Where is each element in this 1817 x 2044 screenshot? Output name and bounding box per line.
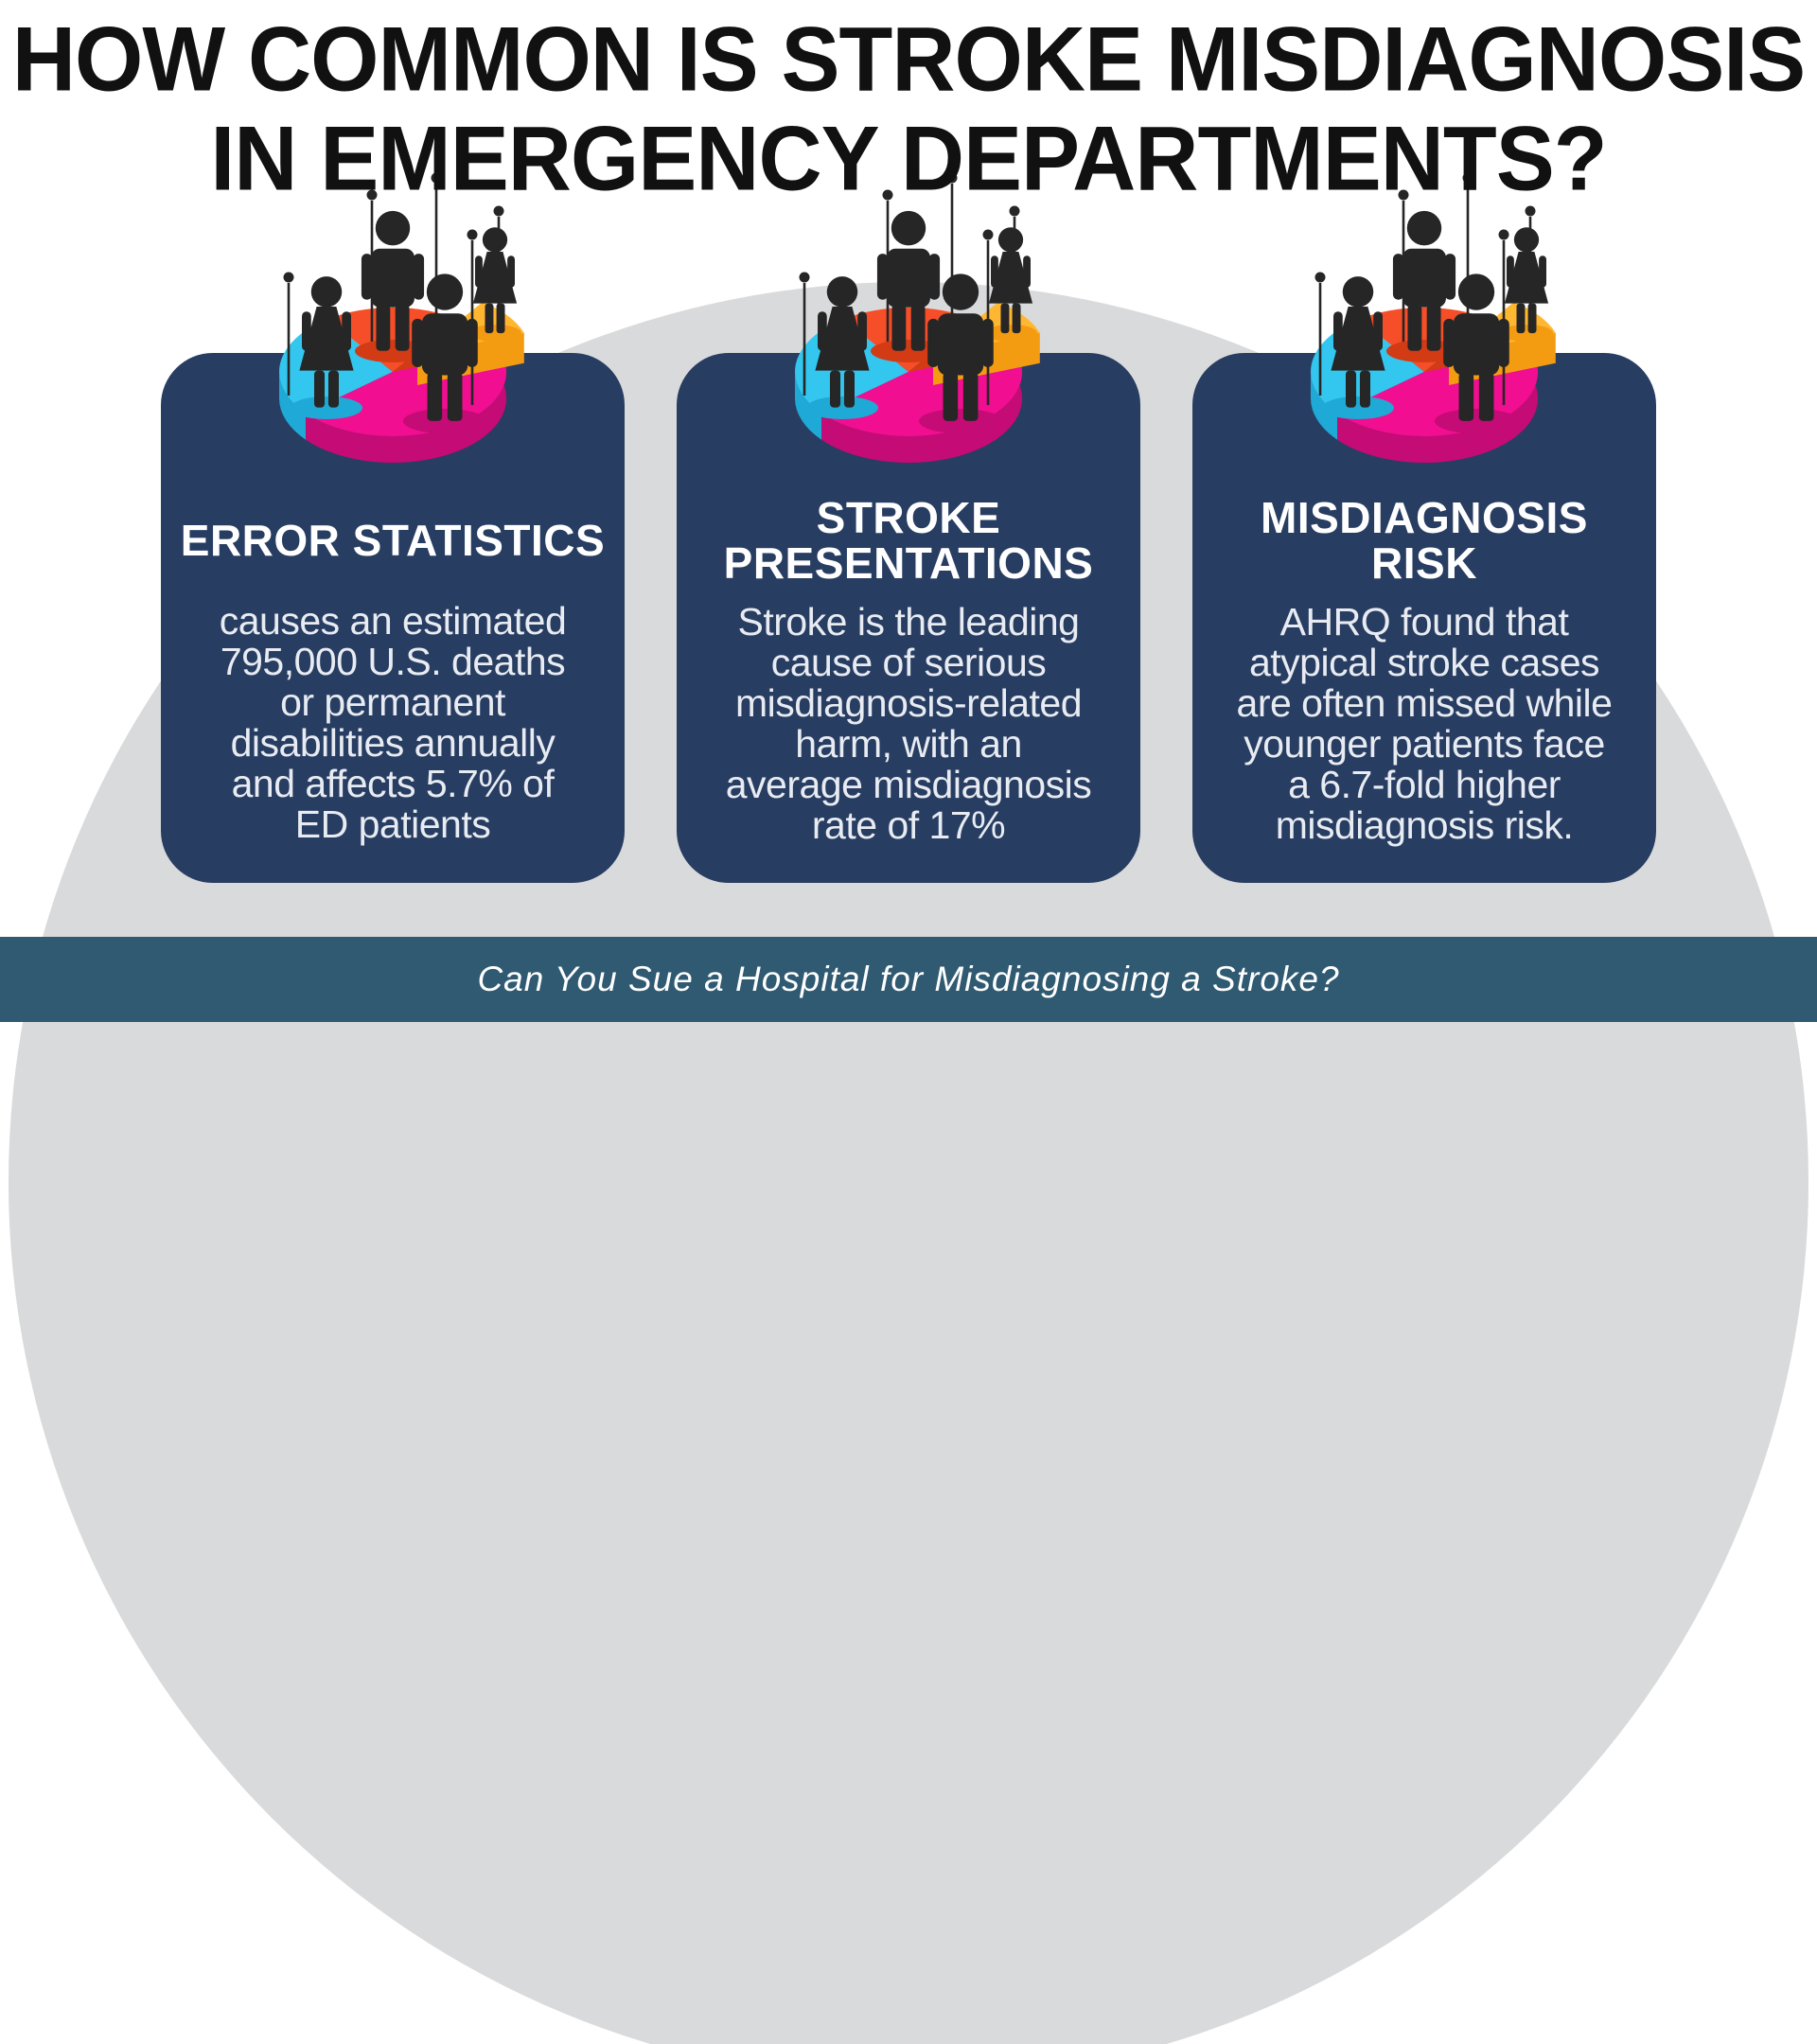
card-error-statistics: ERROR STATISTICS causes an estimated 795… bbox=[161, 353, 625, 883]
card-heading: MISDIAGNOSIS RISK bbox=[1261, 493, 1588, 589]
pie-chart-people-illustration bbox=[241, 168, 544, 490]
card-body-text: Stroke is the leading cause of serious m… bbox=[725, 599, 1092, 847]
card-misdiagnosis-risk: MISDIAGNOSIS RISK AHRQ found that atypic… bbox=[1192, 353, 1656, 883]
card-heading: STROKE PRESENTATIONS bbox=[723, 493, 1094, 589]
footer-question-text: Can You Sue a Hospital for Misdiagnosing… bbox=[477, 960, 1340, 998]
infographic-canvas: { "title": { "line1": "HOW COMMON IS STR… bbox=[0, 7, 1817, 2044]
card-stroke-presentations: STROKE PRESENTATIONS Stroke is the leadi… bbox=[677, 353, 1140, 883]
page-title: HOW COMMON IS STROKE MISDIAGNOSIS IN EME… bbox=[0, 7, 1817, 210]
pie-chart-people-illustration bbox=[1273, 168, 1576, 490]
page-title-line-2: IN EMERGENCY DEPARTMENTS? bbox=[210, 106, 1607, 210]
footer-bar: Can You Sue a Hospital for Misdiagnosing… bbox=[0, 937, 1817, 1022]
card-body-text: AHRQ found that atypical stroke cases ar… bbox=[1236, 599, 1613, 847]
card-heading: ERROR STATISTICS bbox=[180, 515, 606, 565]
card-body-text: causes an estimated 795,000 U.S. deaths … bbox=[219, 599, 567, 847]
page-title-line-1: HOW COMMON IS STROKE MISDIAGNOSIS bbox=[11, 7, 1806, 111]
